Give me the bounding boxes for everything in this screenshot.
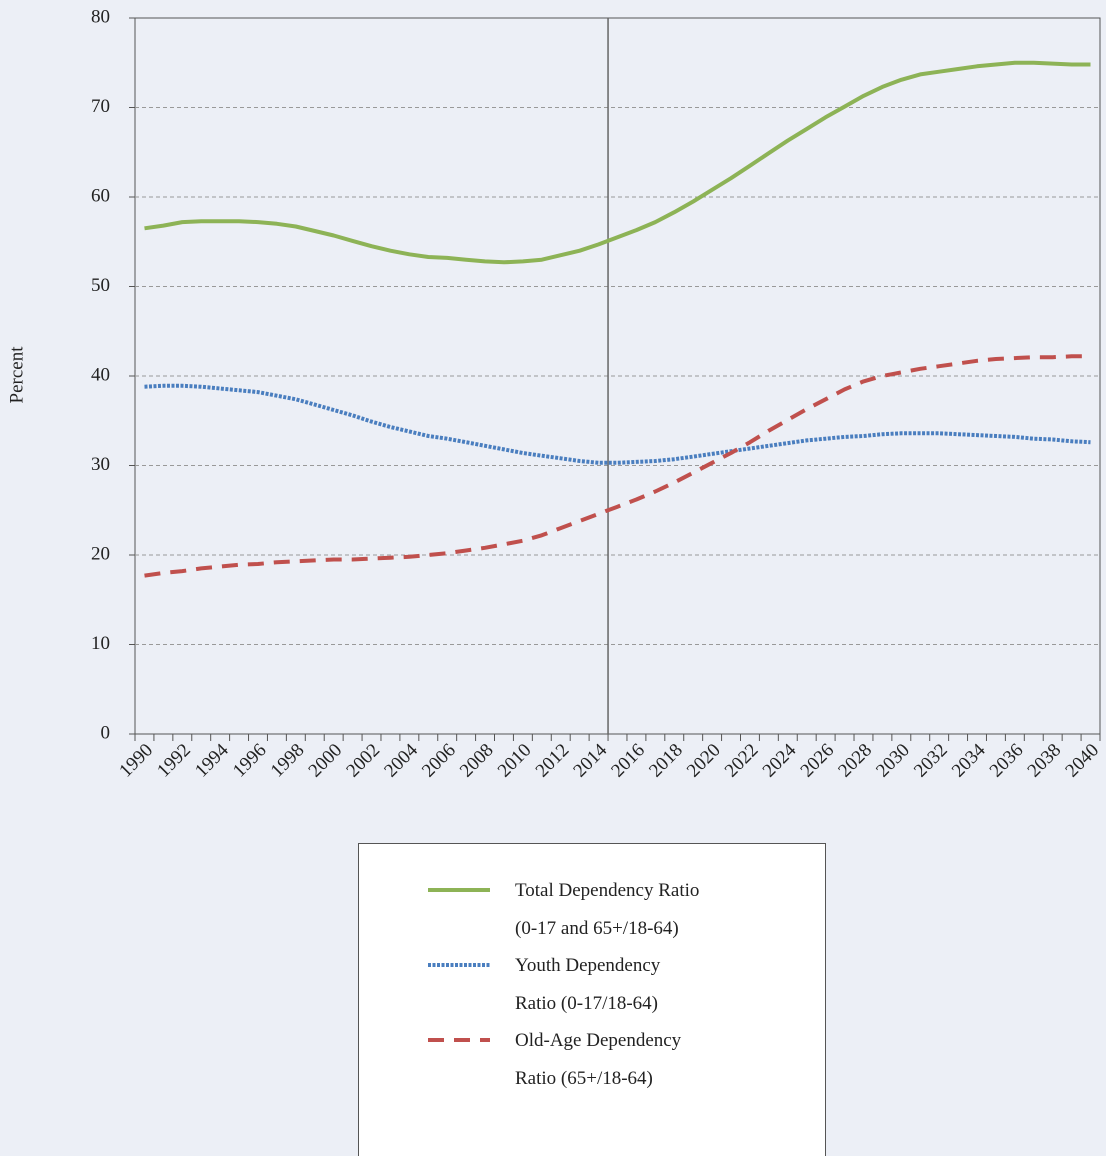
y-tick-label: 10	[91, 633, 110, 654]
y-tick-label: 40	[91, 364, 110, 385]
y-tick-label: 80	[91, 6, 110, 27]
x-tick-label: 2030	[872, 740, 914, 782]
x-tick-label: 2022	[721, 740, 763, 782]
legend-label: Total Dependency Ratio (0-17 and 65+/18-6…	[515, 880, 699, 939]
x-tick-label: 2020	[683, 740, 725, 782]
series-line	[144, 383, 1091, 465]
y-tick-label: 50	[91, 275, 110, 296]
series-line	[144, 354, 1091, 578]
x-tick-label: 2012	[532, 740, 574, 782]
y-tick-label: 70	[91, 96, 110, 117]
x-tick-label: 2034	[948, 739, 990, 781]
x-tick-label: 1998	[267, 740, 309, 782]
x-tick-label: 2026	[797, 740, 839, 782]
legend-label: Old-Age Dependency Ratio (65+/18-64)	[515, 1030, 682, 1089]
x-tick-label: 2002	[342, 740, 384, 782]
x-tick-label: 1992	[153, 740, 195, 782]
x-tick-label: 2014	[569, 739, 611, 781]
x-tick-label: 2018	[645, 740, 687, 782]
x-tick-label: 2024	[759, 739, 801, 781]
x-tick-label: 2010	[494, 740, 536, 782]
x-tick-label: 2008	[456, 740, 498, 782]
x-tick-label: 2000	[305, 740, 347, 782]
x-tick-label: 2016	[607, 740, 649, 782]
series-line	[144, 60, 1091, 265]
x-tick-label: 2028	[834, 740, 876, 782]
legend-box	[358, 843, 826, 1156]
y-tick-label: 30	[91, 454, 110, 475]
x-tick-label: 2040	[1061, 740, 1103, 782]
y-tick-label: 0	[101, 722, 111, 743]
x-tick-label: 1994	[191, 739, 233, 781]
x-tick-label: 1996	[229, 740, 271, 782]
x-tick-label: 2032	[910, 740, 952, 782]
x-tick-label: 2036	[986, 740, 1028, 782]
y-tick-label: 60	[91, 185, 110, 206]
x-tick-label: 2006	[418, 740, 460, 782]
y-tick-label: 20	[91, 543, 110, 564]
x-tick-label: 1990	[115, 740, 157, 782]
x-tick-label: 2038	[1024, 740, 1066, 782]
legend-label: Youth Dependency Ratio (0-17/18-64)	[515, 955, 661, 1014]
x-tick-label: 2004	[380, 739, 422, 781]
y-axis-label: Percent	[6, 346, 27, 404]
